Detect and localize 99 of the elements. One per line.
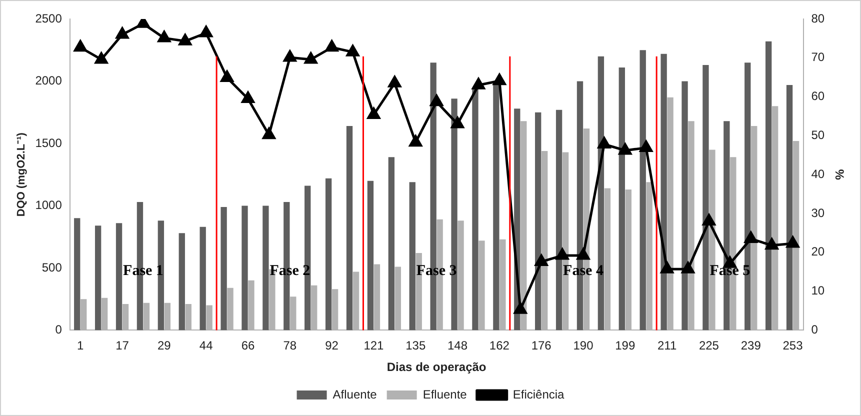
point bbox=[94, 52, 108, 64]
bar bbox=[388, 157, 395, 330]
point bbox=[744, 232, 758, 244]
bar bbox=[744, 62, 751, 330]
bar bbox=[556, 110, 562, 330]
bar bbox=[242, 206, 248, 330]
y2-tick-label: 40 bbox=[811, 166, 825, 181]
bar bbox=[94, 226, 102, 330]
y2-tick-label: 50 bbox=[811, 128, 825, 142]
x-tick-label: 148 bbox=[448, 338, 468, 353]
y-tick-label: 2500 bbox=[35, 11, 62, 26]
point bbox=[660, 262, 674, 274]
y2-tick-label: 60 bbox=[811, 89, 825, 104]
point bbox=[304, 52, 318, 64]
y2-tick-label: 80 bbox=[811, 11, 825, 26]
bar bbox=[682, 81, 688, 330]
bar bbox=[409, 182, 416, 330]
x-tick-label: 92 bbox=[325, 338, 339, 353]
point bbox=[116, 27, 129, 39]
point bbox=[682, 262, 694, 274]
bar bbox=[74, 218, 80, 330]
bar bbox=[640, 50, 646, 330]
x-tick-label: 253 bbox=[782, 338, 804, 353]
bar bbox=[765, 41, 772, 330]
y-tick-label: 1000 bbox=[35, 198, 62, 212]
bar bbox=[346, 126, 353, 330]
bar bbox=[367, 180, 374, 330]
x-tick-label: 239 bbox=[740, 338, 762, 353]
bar bbox=[325, 178, 332, 330]
point bbox=[534, 254, 548, 266]
x-tick-label: 121 bbox=[364, 338, 384, 353]
legend-label: Afluente bbox=[332, 387, 378, 402]
point bbox=[178, 34, 192, 46]
legend-label: Efluente bbox=[422, 387, 468, 402]
point bbox=[158, 30, 171, 42]
x-axis-title: Dias de operação bbox=[386, 360, 486, 374]
point bbox=[283, 50, 296, 62]
point bbox=[74, 40, 87, 52]
x-tick-label: 162 bbox=[489, 338, 510, 353]
x-tick-label: 1 bbox=[77, 338, 84, 353]
y2-tick-label: 10 bbox=[811, 284, 825, 298]
point bbox=[702, 214, 716, 226]
y-tick-label: 2000 bbox=[35, 74, 62, 88]
x-tick-label: 190 bbox=[573, 338, 594, 353]
x-tick-label: 17 bbox=[116, 338, 130, 353]
bar bbox=[535, 112, 542, 330]
x-tick-label: 225 bbox=[698, 338, 720, 353]
legend-label: Eficiência bbox=[512, 387, 565, 402]
bar bbox=[220, 206, 227, 330]
point bbox=[765, 238, 778, 250]
point bbox=[786, 236, 800, 248]
y2-axis-title: % bbox=[832, 169, 846, 180]
y-tick-label: 0 bbox=[55, 322, 62, 337]
x-tick-label: 135 bbox=[406, 338, 426, 353]
y2-tick-label: 30 bbox=[811, 206, 825, 220]
point bbox=[640, 140, 653, 152]
bar bbox=[262, 206, 269, 330]
y-tick-label: 500 bbox=[42, 260, 62, 274]
point bbox=[262, 128, 276, 140]
bar bbox=[786, 84, 793, 330]
x-tick-label: 211 bbox=[657, 338, 677, 353]
point bbox=[409, 135, 422, 147]
x-tick-label: 199 bbox=[615, 338, 636, 353]
point bbox=[451, 116, 464, 128]
point bbox=[388, 76, 402, 88]
point bbox=[576, 248, 590, 260]
x-tick-label: 29 bbox=[158, 338, 172, 353]
bar bbox=[200, 226, 206, 330]
x-tick-label: 66 bbox=[241, 338, 255, 353]
bar bbox=[451, 98, 458, 330]
point bbox=[556, 248, 569, 260]
bar bbox=[618, 68, 625, 330]
y2-tick-label: 70 bbox=[811, 50, 825, 64]
point bbox=[200, 26, 213, 38]
x-tick-label: 176 bbox=[531, 338, 552, 353]
bar bbox=[702, 65, 709, 330]
bar bbox=[178, 233, 185, 330]
point bbox=[367, 107, 380, 119]
point bbox=[472, 78, 485, 90]
x-tick-label: 44 bbox=[199, 338, 214, 353]
bar bbox=[116, 223, 122, 330]
bar bbox=[304, 186, 311, 330]
y2-tick-label: 20 bbox=[811, 244, 825, 259]
point bbox=[325, 40, 338, 52]
x-tick-label: 78 bbox=[283, 338, 297, 353]
point bbox=[242, 91, 254, 103]
point bbox=[492, 74, 506, 86]
bar bbox=[472, 88, 478, 330]
point bbox=[598, 137, 611, 149]
point bbox=[346, 44, 360, 56]
point bbox=[220, 70, 234, 82]
bar bbox=[660, 54, 667, 330]
y-tick-label: 1500 bbox=[35, 136, 62, 150]
y-axis-title: DQO (mgO2.L⁻¹) bbox=[16, 132, 28, 217]
point bbox=[430, 94, 444, 106]
bar bbox=[158, 220, 164, 330]
point bbox=[514, 302, 527, 314]
point bbox=[618, 143, 632, 155]
y2-tick-label: 0 bbox=[811, 322, 818, 337]
